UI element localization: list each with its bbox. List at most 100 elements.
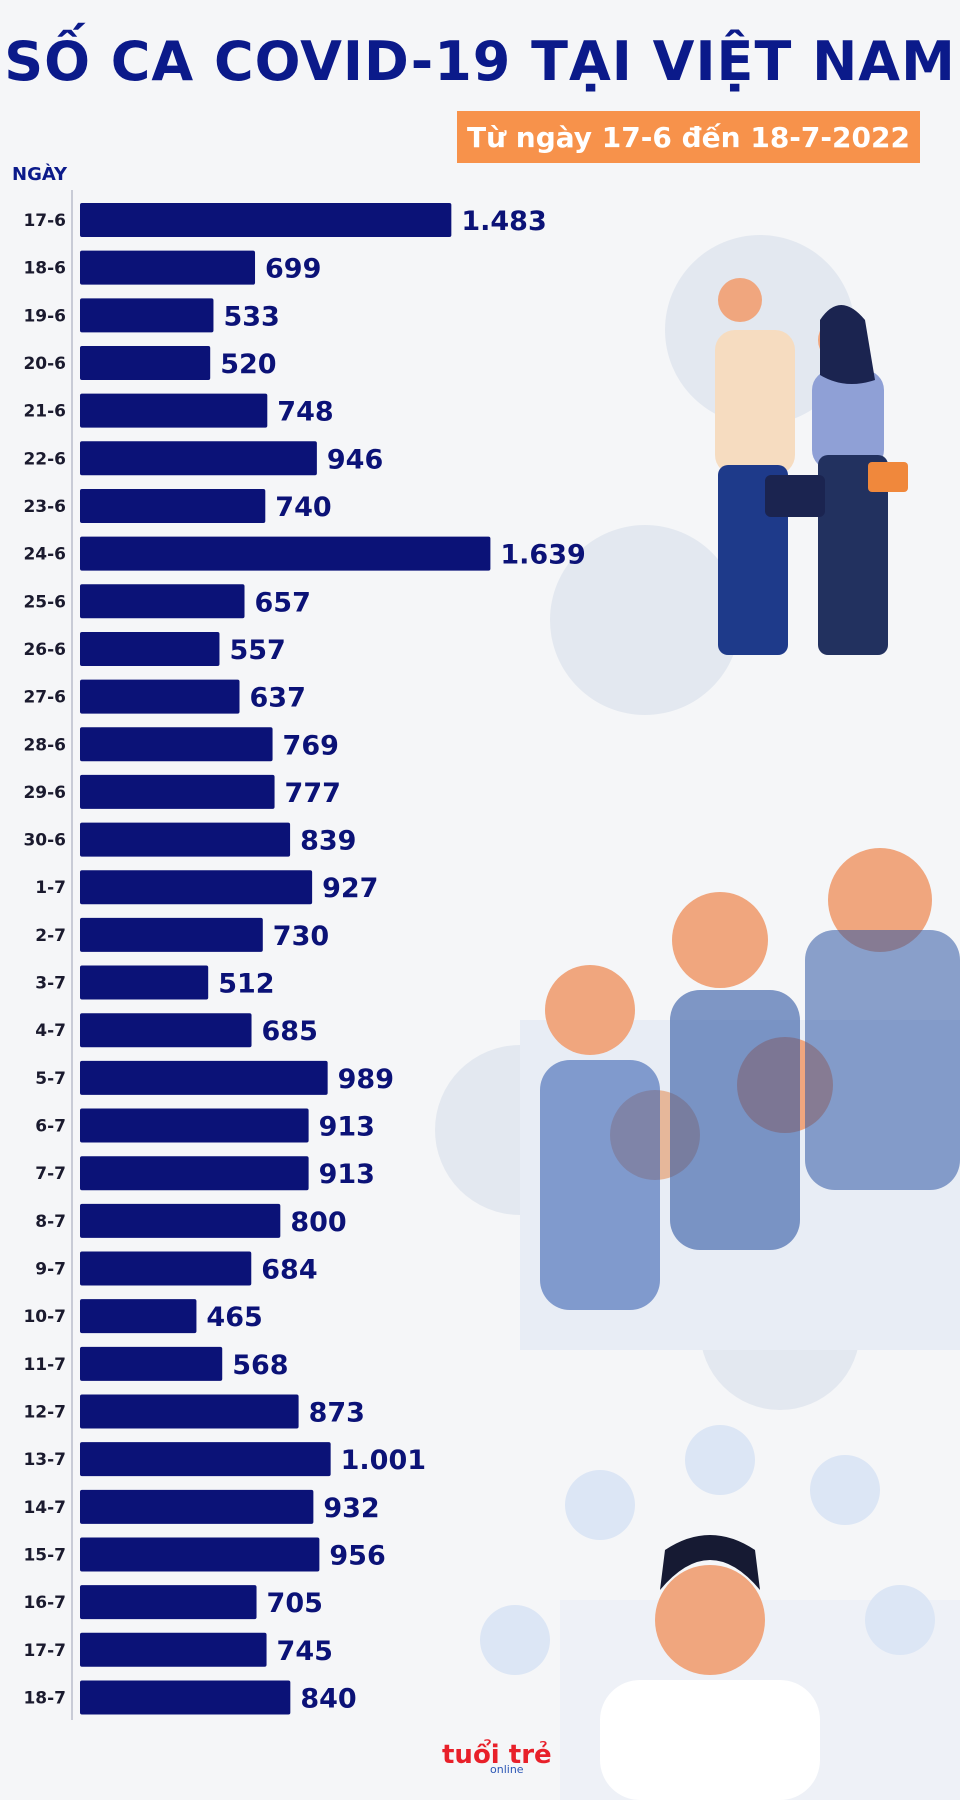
bar bbox=[80, 298, 214, 333]
chart-title: SỐ CA COVID-19 TẠI VIỆT NAM bbox=[4, 30, 956, 93]
value-label: 748 bbox=[277, 397, 333, 428]
category-label: 18-6 bbox=[23, 259, 66, 279]
bar bbox=[80, 870, 313, 905]
category-label: 13-7 bbox=[23, 1450, 66, 1470]
value-label: 873 bbox=[309, 1398, 365, 1429]
category-label: 22-6 bbox=[23, 449, 66, 469]
category-label: 16-7 bbox=[23, 1593, 66, 1613]
category-label: 9-7 bbox=[35, 1260, 66, 1280]
category-label: 19-6 bbox=[23, 306, 66, 326]
value-label: 989 bbox=[338, 1064, 394, 1095]
bar bbox=[80, 1442, 331, 1477]
bar bbox=[80, 250, 256, 285]
couple-illustration bbox=[715, 278, 908, 655]
category-label: 10-7 bbox=[23, 1307, 66, 1327]
bar bbox=[80, 822, 291, 857]
value-label: 533 bbox=[223, 301, 279, 332]
bar bbox=[80, 203, 452, 237]
category-label: 7-7 bbox=[35, 1164, 66, 1184]
bar bbox=[80, 917, 263, 952]
bar bbox=[80, 1156, 309, 1191]
bar bbox=[80, 536, 491, 571]
category-label: 15-7 bbox=[23, 1545, 66, 1565]
value-label: 557 bbox=[229, 635, 285, 666]
category-label: 2-7 bbox=[35, 926, 66, 946]
value-label: 913 bbox=[319, 1112, 375, 1143]
svg-text:online: online bbox=[490, 1763, 524, 1775]
category-label: 17-6 bbox=[23, 211, 66, 231]
bar bbox=[80, 727, 273, 762]
value-label: 777 bbox=[285, 778, 341, 809]
svg-text:tuổi trẻ: tuổi trẻ bbox=[442, 1737, 552, 1770]
bar bbox=[80, 774, 275, 809]
y-axis-title: NGÀY bbox=[12, 164, 68, 185]
bar bbox=[80, 631, 220, 666]
doctor-illustration bbox=[480, 1425, 960, 1800]
bar bbox=[80, 965, 209, 1000]
category-label: 29-6 bbox=[23, 783, 66, 803]
bar bbox=[80, 1060, 328, 1095]
value-label: 699 bbox=[265, 254, 321, 285]
category-label: 23-6 bbox=[23, 497, 66, 517]
category-label: 6-7 bbox=[35, 1117, 66, 1137]
category-label: 25-6 bbox=[23, 592, 66, 612]
category-label: 30-6 bbox=[23, 831, 66, 851]
value-label: 956 bbox=[329, 1540, 385, 1571]
date-range-banner: Từ ngày 17-6 đến 18-7-2022 bbox=[457, 111, 920, 163]
category-label: 8-7 bbox=[35, 1212, 66, 1232]
value-label: 685 bbox=[262, 1016, 318, 1047]
value-label: 657 bbox=[255, 587, 311, 618]
category-label: 28-6 bbox=[23, 735, 66, 755]
bar bbox=[80, 1299, 197, 1334]
value-label: 1.001 bbox=[341, 1445, 426, 1476]
bar bbox=[80, 1346, 223, 1381]
category-label: 18-7 bbox=[23, 1688, 66, 1708]
value-label: 839 bbox=[300, 826, 356, 857]
value-label: 769 bbox=[283, 730, 339, 761]
bar bbox=[80, 1489, 314, 1524]
bar bbox=[80, 1632, 267, 1667]
value-label: 927 bbox=[322, 873, 378, 904]
value-label: 932 bbox=[323, 1493, 379, 1524]
value-label: 840 bbox=[300, 1683, 356, 1714]
category-label: 27-6 bbox=[23, 688, 66, 708]
value-label: 465 bbox=[206, 1302, 262, 1333]
value-label: 730 bbox=[273, 921, 329, 952]
bar bbox=[80, 393, 268, 428]
bar bbox=[80, 1537, 320, 1572]
category-label: 20-6 bbox=[23, 354, 66, 374]
category-label: 1-7 bbox=[35, 878, 66, 898]
value-label: 1.639 bbox=[500, 540, 585, 571]
value-label: 800 bbox=[290, 1207, 346, 1238]
category-label: 12-7 bbox=[23, 1403, 66, 1423]
value-label: 1.483 bbox=[461, 206, 546, 237]
crowd-illustration bbox=[520, 848, 960, 1350]
category-label: 4-7 bbox=[35, 1021, 66, 1041]
value-label: 740 bbox=[275, 492, 331, 523]
value-label: 637 bbox=[250, 683, 306, 714]
bar bbox=[80, 1013, 252, 1048]
value-label: 913 bbox=[319, 1159, 375, 1190]
value-label: 684 bbox=[261, 1255, 317, 1286]
category-label: 5-7 bbox=[35, 1069, 66, 1089]
tuoitre-logo: tuổi trẻ online bbox=[442, 1737, 552, 1775]
category-label: 21-6 bbox=[23, 402, 66, 422]
category-label: 26-6 bbox=[23, 640, 66, 660]
bar bbox=[80, 488, 266, 523]
value-label: 568 bbox=[232, 1350, 288, 1381]
category-label: 24-6 bbox=[23, 545, 66, 565]
value-label: 705 bbox=[267, 1588, 323, 1619]
category-label: 14-7 bbox=[23, 1498, 66, 1518]
value-label: 946 bbox=[327, 444, 383, 475]
bar bbox=[80, 1108, 309, 1143]
category-label: 17-7 bbox=[23, 1641, 66, 1661]
bar bbox=[80, 345, 211, 380]
bar bbox=[80, 1251, 252, 1286]
category-label: 11-7 bbox=[23, 1355, 66, 1375]
bar bbox=[80, 1394, 299, 1429]
value-label: 745 bbox=[277, 1636, 333, 1667]
bar bbox=[80, 679, 240, 714]
value-label: 512 bbox=[218, 969, 274, 1000]
